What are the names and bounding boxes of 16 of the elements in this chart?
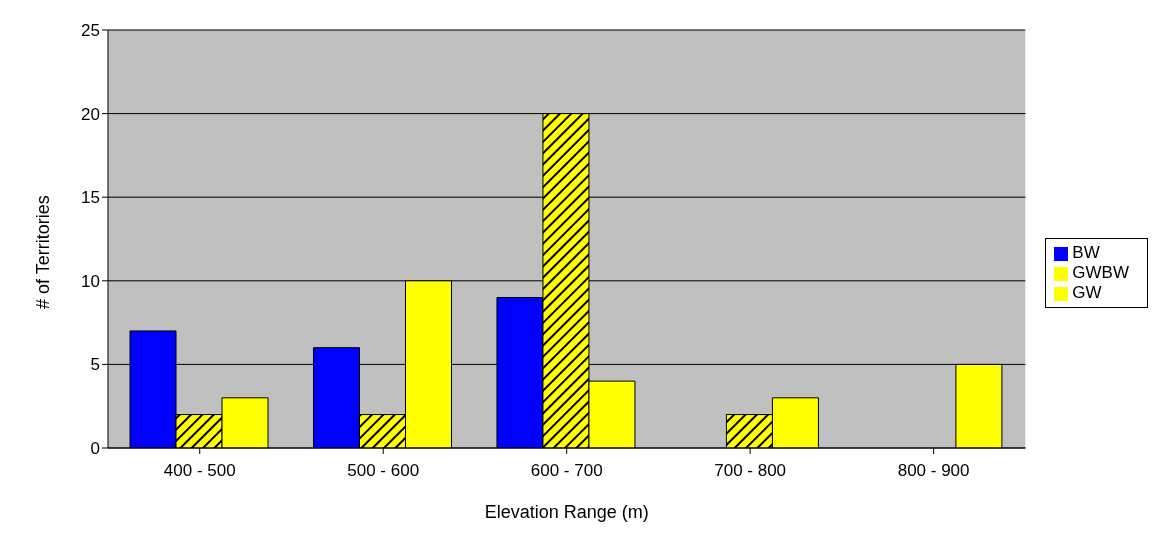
- y-tick-label: 25: [81, 21, 100, 41]
- legend-label: BW: [1072, 243, 1100, 262]
- x-tick-label: 700 - 800: [714, 461, 787, 481]
- legend-label: GW: [1072, 283, 1102, 302]
- y-tick-label: 10: [81, 271, 100, 291]
- x-tick-label: 800 - 900: [897, 461, 970, 481]
- y-tick-label: 15: [81, 188, 100, 208]
- y-tick-label: 20: [81, 104, 100, 124]
- legend-label: GWBW: [1072, 263, 1129, 282]
- y-tick-label: 0: [90, 439, 100, 459]
- x-tick-label: 600 - 700: [530, 461, 603, 481]
- x-axis-title: Elevation Range (m): [484, 502, 649, 522]
- y-tick-label: 5: [90, 355, 100, 375]
- y-axis-title: # of Territories: [33, 195, 54, 309]
- x-tick-label: 500 - 600: [347, 461, 420, 481]
- x-tick-label: 400 - 500: [163, 461, 236, 481]
